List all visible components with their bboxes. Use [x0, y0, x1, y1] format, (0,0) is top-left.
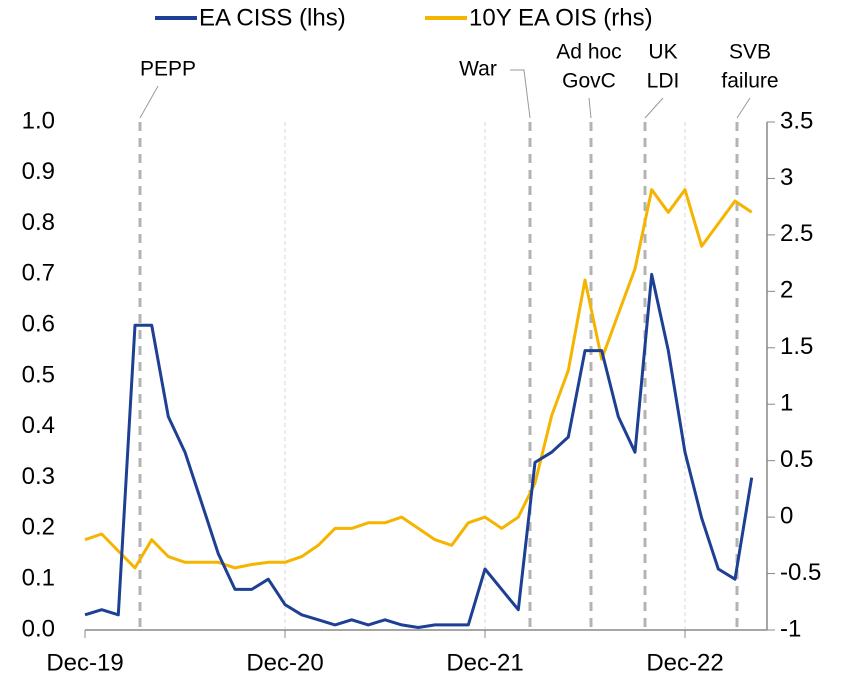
annotation: Ad hoc [556, 41, 621, 64]
leader [644, 97, 664, 119]
y2-tick-label: 2.5 [780, 220, 813, 247]
y2-tick-label: 3.5 [780, 107, 813, 134]
series-line [84, 272, 754, 629]
y-tick-label: 0.6 [22, 311, 55, 338]
legend-label: EA CISS (lhs) [199, 4, 346, 31]
series-line [84, 188, 753, 570]
annotation: PEPP [140, 58, 196, 81]
x-tick-label: Dec-20 [246, 649, 323, 676]
y2-tick-label: -0.5 [780, 559, 821, 586]
y2-tick-label: 3 [780, 164, 793, 191]
y-tick-label: 0.0 [22, 615, 55, 642]
annotation: GovC [562, 70, 616, 93]
y-tick-label: 0.4 [22, 412, 55, 439]
y2-tick-label: 1 [780, 390, 793, 417]
y2-tick-label: 0 [780, 502, 793, 529]
y-tick-label: 1.0 [22, 107, 55, 134]
y-tick-label: 0.9 [22, 158, 55, 185]
y2-tick-label: 2 [780, 277, 793, 304]
y2-tick-label: 1.5 [780, 333, 813, 360]
x-tick-label: Dec-21 [446, 649, 523, 676]
y-tick-label: 0.2 [22, 514, 55, 541]
x-tick-label: Dec-19 [46, 649, 123, 676]
leader [510, 69, 531, 119]
leader [588, 97, 592, 119]
annotation: SVB [729, 41, 771, 64]
y-tick-label: 0.1 [22, 565, 55, 592]
annotation: LDI [647, 70, 680, 93]
annotation: UK [648, 41, 677, 64]
y2-tick-label: 0.5 [780, 446, 813, 473]
y-tick-label: 0.7 [22, 260, 55, 287]
y-tick-label: 0.3 [22, 463, 55, 490]
y2-tick-label: -1 [780, 615, 801, 642]
leader [736, 97, 751, 119]
annotation: failure [721, 70, 778, 93]
x-tick-label: Dec-22 [646, 649, 723, 676]
annotation: War [459, 58, 497, 81]
leader [139, 85, 159, 119]
y-tick-label: 0.8 [22, 209, 55, 236]
legend-label: 10Y EA OIS (rhs) [469, 4, 653, 31]
y-tick-label: 0.5 [22, 361, 55, 388]
